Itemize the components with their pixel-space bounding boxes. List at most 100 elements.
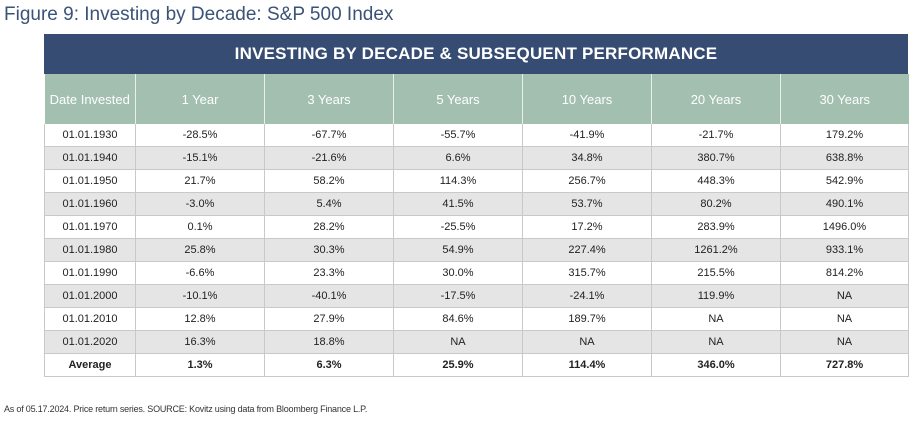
average-cell: 114.4% [522, 353, 652, 377]
return-cell: 18.8% [264, 330, 394, 354]
return-cell: NA [780, 330, 909, 354]
table-row: 01.01.1950 21.7% 58.2% 114.3% 256.7% 448.3% 54… [44, 169, 909, 193]
return-cell: -17.5% [393, 284, 523, 308]
return-cell: -3.0% [135, 192, 265, 216]
column-header: 1 Year [135, 74, 265, 124]
header-row: Date Invested 1 Year 3 Years 5 Years 10 Year… [44, 74, 909, 124]
return-cell: 283.9% [651, 215, 781, 239]
return-cell: 448.3% [651, 169, 781, 193]
column-header: 10 Years [522, 74, 652, 124]
return-cell: 114.3% [393, 169, 523, 193]
return-cell: 5.4% [264, 192, 394, 216]
date-cell: 01.01.2000 [44, 284, 136, 308]
column-header: 20 Years [651, 74, 781, 124]
return-cell: 27.9% [264, 307, 394, 331]
return-cell: -40.1% [264, 284, 394, 308]
return-cell: -6.6% [135, 261, 265, 285]
figure-title: Figure 9: Investing by Decade: S&P 500 I… [4, 4, 394, 25]
return-cell: 80.2% [651, 192, 781, 216]
table-title-banner: INVESTING BY DECADE & SUBSEQUENT PERFORM… [44, 34, 908, 74]
table-row: 01.01.1960 -3.0% 5.4% 41.5% 53.7% 80.2% 490.1% [44, 192, 909, 216]
return-cell: 58.2% [264, 169, 394, 193]
return-cell: NA [393, 330, 523, 354]
average-cell: 6.3% [264, 353, 394, 377]
return-cell: -55.7% [393, 124, 523, 147]
average-cell: 727.8% [780, 353, 909, 377]
return-cell: 12.8% [135, 307, 265, 331]
return-cell: 179.2% [780, 124, 909, 147]
return-cell: 25.8% [135, 238, 265, 262]
return-cell: 638.8% [780, 146, 909, 170]
return-cell: 34.8% [522, 146, 652, 170]
return-cell: -24.1% [522, 284, 652, 308]
return-cell: 542.9% [780, 169, 909, 193]
return-cell: 16.3% [135, 330, 265, 354]
date-cell: 01.01.1990 [44, 261, 136, 285]
table-row: 01.01.1930 -28.5% -67.7% -55.7% -41.9% -21.7%… [44, 124, 909, 147]
return-cell: -15.1% [135, 146, 265, 170]
return-cell: 30.0% [393, 261, 523, 285]
date-cell: 01.01.1930 [44, 124, 136, 147]
average-cell: 1.3% [135, 353, 265, 377]
return-cell: -21.7% [651, 124, 781, 147]
date-cell: 01.01.1940 [44, 146, 136, 170]
return-cell: 814.2% [780, 261, 909, 285]
return-cell: NA [522, 330, 652, 354]
return-cell: 380.7% [651, 146, 781, 170]
return-cell: 17.2% [522, 215, 652, 239]
return-cell: 28.2% [264, 215, 394, 239]
return-cell: NA [780, 284, 909, 308]
date-cell: 01.01.2020 [44, 330, 136, 354]
return-cell: -41.9% [522, 124, 652, 147]
return-cell: -21.6% [264, 146, 394, 170]
performance-table-container: INVESTING BY DECADE & SUBSEQUENT PERFORM… [44, 34, 909, 377]
return-cell: 215.5% [651, 261, 781, 285]
average-row: Average 1.3% 6.3% 25.9% 114.4% 346.0% 727.8% [44, 353, 909, 377]
date-cell: 01.01.2010 [44, 307, 136, 331]
date-cell: 01.01.1950 [44, 169, 136, 193]
return-cell: 53.7% [522, 192, 652, 216]
return-cell: 54.9% [393, 238, 523, 262]
return-cell: 21.7% [135, 169, 265, 193]
return-cell: 315.7% [522, 261, 652, 285]
return-cell: 0.1% [135, 215, 265, 239]
return-cell: 6.6% [393, 146, 523, 170]
return-cell: 227.4% [522, 238, 652, 262]
table-row: 01.01.1990 -6.6% 23.3% 30.0% 315.7% 215.5% 814… [44, 261, 909, 285]
source-footnote: As of 05.17.2024. Price return series. S… [4, 404, 368, 414]
return-cell: NA [651, 307, 781, 331]
table-row: 01.01.1940 -15.1% -21.6% 6.6% 34.8% 380.7% 638… [44, 146, 909, 170]
table-row: 01.01.2000 -10.1% -40.1% -17.5% -24.1% 119.9%… [44, 284, 909, 308]
return-cell: -10.1% [135, 284, 265, 308]
return-cell: -28.5% [135, 124, 265, 147]
return-cell: 1496.0% [780, 215, 909, 239]
return-cell: 119.9% [651, 284, 781, 308]
return-cell: -67.7% [264, 124, 394, 147]
return-cell: 256.7% [522, 169, 652, 193]
date-cell: 01.01.1970 [44, 215, 136, 239]
return-cell: -25.5% [393, 215, 523, 239]
return-cell: 30.3% [264, 238, 394, 262]
average-label: Average [44, 353, 136, 377]
return-cell: 41.5% [393, 192, 523, 216]
return-cell: 189.7% [522, 307, 652, 331]
column-header: 3 Years [264, 74, 394, 124]
return-cell: 84.6% [393, 307, 523, 331]
return-cell: 23.3% [264, 261, 394, 285]
average-cell: 346.0% [651, 353, 781, 377]
column-header: Date Invested [44, 74, 136, 124]
table-row: 01.01.1980 25.8% 30.3% 54.9% 227.4% 1261.2% 93… [44, 238, 909, 262]
return-cell: NA [651, 330, 781, 354]
performance-table: Date Invested 1 Year 3 Years 5 Years 10 Year… [44, 74, 909, 377]
table-body: 01.01.1930 -28.5% -67.7% -55.7% -41.9% -21.7%… [44, 124, 909, 377]
date-cell: 01.01.1960 [44, 192, 136, 216]
return-cell: 490.1% [780, 192, 909, 216]
average-cell: 25.9% [393, 353, 523, 377]
date-cell: 01.01.1980 [44, 238, 136, 262]
table-row: 01.01.2020 16.3% 18.8% NA NA NA NA [44, 330, 909, 354]
column-header: 5 Years [393, 74, 523, 124]
return-cell: NA [780, 307, 909, 331]
column-header: 30 Years [780, 74, 909, 124]
return-cell: 1261.2% [651, 238, 781, 262]
table-row: 01.01.2010 12.8% 27.9% 84.6% 189.7% NA NA [44, 307, 909, 331]
